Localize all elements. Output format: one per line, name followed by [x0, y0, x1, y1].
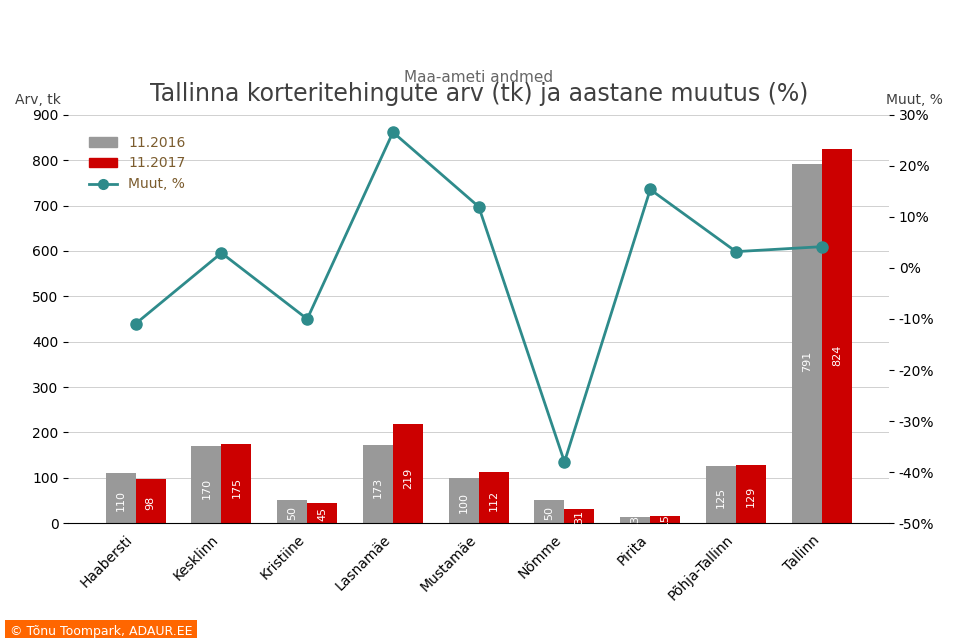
Text: Arv, tk: Arv, tk — [15, 93, 61, 107]
Bar — [736, 464, 766, 523]
Bar — [822, 149, 852, 523]
Bar — [706, 466, 736, 523]
Text: 125: 125 — [716, 487, 726, 508]
Text: 15: 15 — [660, 513, 670, 527]
Text: Maa-ameti andmed: Maa-ameti andmed — [404, 70, 553, 85]
Text: 98: 98 — [146, 496, 155, 510]
Text: 173: 173 — [373, 477, 383, 498]
Text: 13: 13 — [630, 514, 640, 528]
Text: 50: 50 — [287, 506, 297, 520]
Text: 110: 110 — [115, 490, 126, 511]
Legend: 11.2016, 11.2017, Muut, %: 11.2016, 11.2017, Muut, % — [84, 130, 191, 197]
Text: 219: 219 — [403, 468, 413, 489]
Bar — [791, 165, 822, 523]
Text: © Tõnu Toompark, ADAUR.EE: © Tõnu Toompark, ADAUR.EE — [10, 625, 192, 638]
Bar — [479, 472, 509, 523]
Bar — [363, 445, 393, 523]
Bar — [222, 444, 251, 523]
Bar — [448, 478, 479, 523]
Bar — [191, 446, 222, 523]
Title: Tallinna korteritehingute arv (tk) ja aastane muutus (%): Tallinna korteritehingute arv (tk) ja aa… — [149, 82, 808, 106]
Text: 31: 31 — [574, 510, 584, 524]
Text: 45: 45 — [318, 507, 327, 521]
Bar — [620, 517, 651, 523]
Bar — [651, 516, 680, 523]
Text: 170: 170 — [201, 478, 211, 499]
Text: Muut, %: Muut, % — [885, 93, 943, 107]
Text: 129: 129 — [746, 486, 756, 507]
Bar — [136, 478, 166, 523]
Text: 112: 112 — [488, 490, 498, 511]
Text: 50: 50 — [544, 506, 555, 520]
Bar — [565, 509, 594, 523]
Bar — [393, 424, 423, 523]
Text: 824: 824 — [831, 345, 842, 366]
Bar — [307, 503, 337, 523]
Text: 175: 175 — [232, 477, 241, 498]
Text: 791: 791 — [802, 351, 812, 373]
Bar — [277, 500, 307, 523]
Bar — [534, 500, 565, 523]
Bar — [106, 473, 136, 523]
Text: 100: 100 — [459, 493, 469, 513]
